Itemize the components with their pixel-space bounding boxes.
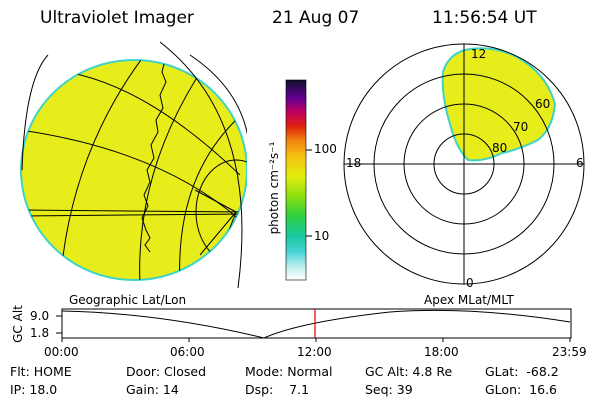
mlt-label-6: 6: [576, 156, 584, 170]
mlt-label-18: 18: [346, 156, 362, 170]
apex-label: Apex MLat/MLT: [424, 293, 514, 307]
status-gc-alt: GC Alt: 4.8 Re: [365, 364, 453, 379]
polar-auroral-oval: [441, 47, 557, 162]
mlt-label-12: 12: [471, 47, 487, 61]
outer-meridian-arc: [159, 41, 243, 288]
status-mode: Mode: Normal: [245, 364, 333, 379]
lat-label-80: 80: [492, 141, 508, 155]
alt-tick-9: 9.0: [30, 309, 50, 323]
time-tick-0000: 00:00: [44, 345, 79, 359]
colorbar-tick-label-10: 10: [314, 229, 330, 243]
header-time: 11:56:54 UT: [432, 8, 537, 28]
time-tick-1200: 12:00: [297, 345, 332, 359]
coastline: [141, 60, 167, 253]
status-ip: IP: 18.0: [10, 382, 58, 397]
geographic-label: Geographic Lat/Lon: [69, 293, 187, 307]
auroral-image-fill: [20, 59, 247, 281]
status-glon: GLon: 16.6: [485, 382, 557, 397]
time-tick-0600: 06:00: [170, 345, 205, 359]
status-flt: Flt: HOME: [10, 364, 72, 379]
lat-label-70: 70: [513, 120, 529, 134]
limb-arc: [21, 54, 49, 171]
colorbar: [285, 79, 307, 281]
status-door: Door: Closed: [126, 364, 207, 379]
alt-tick-1-8: 1.8: [30, 326, 50, 340]
altitude-timeline: [56, 308, 572, 342]
colorbar-tick-label-100: 100: [314, 142, 337, 156]
app-title: Ultraviolet Imager: [40, 8, 194, 28]
time-tick-2359: 23:59: [552, 345, 587, 359]
geographic-map: [20, 41, 247, 288]
status-dsp: Dsp: 7.1: [245, 382, 310, 397]
lat-label-60: 60: [535, 97, 551, 111]
outer-circle-arc: [189, 54, 247, 136]
polar-plot: [343, 43, 585, 285]
mlt-label-0: 0: [466, 276, 474, 290]
status-seq: Seq: 39: [365, 382, 413, 397]
status-glat: GLat: -68.2: [485, 364, 559, 379]
gc-alt-axis-label: GC Alt: [11, 305, 25, 343]
status-gain: Gain: 14: [126, 382, 179, 397]
header-date: 21 Aug 07: [272, 8, 360, 28]
colorbar-label: photon cm⁻²s⁻¹: [267, 141, 281, 235]
time-tick-1800: 18:00: [424, 345, 459, 359]
altitude-curve: [61, 309, 571, 339]
